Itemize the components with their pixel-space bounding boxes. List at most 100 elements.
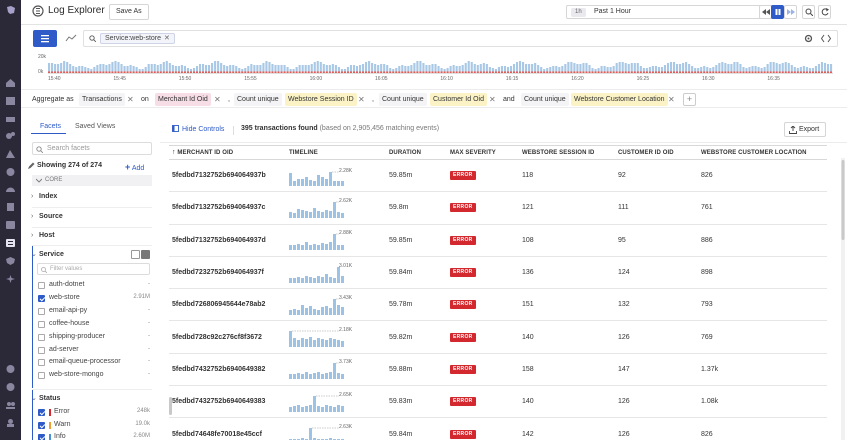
core-section-header[interactable]: CORE bbox=[32, 175, 152, 186]
synthetics-icon[interactable] bbox=[6, 203, 15, 211]
status-checkbox[interactable] bbox=[38, 421, 45, 429]
merchant-id-cell[interactable]: 5fedbd7232752b694064937f bbox=[169, 256, 286, 290]
measure-chip-2[interactable]: Customer Id Oid bbox=[430, 93, 487, 106]
search-facets-input[interactable]: Search facets bbox=[32, 142, 152, 155]
table-row[interactable]: 5fedbd7132752b694064937c 2.62K 59.8m ERROR 1… bbox=[169, 191, 827, 225]
logs-icon[interactable] bbox=[6, 239, 15, 247]
export-button[interactable]: Export bbox=[784, 122, 826, 137]
page-scrollbar[interactable] bbox=[841, 158, 845, 440]
col-timeline[interactable]: TIMELINE bbox=[286, 145, 386, 160]
add-facet-button[interactable]: + Add bbox=[125, 162, 145, 172]
facet-checkbox[interactable] bbox=[38, 294, 45, 302]
list-view-button[interactable] bbox=[33, 30, 57, 47]
facet-value-item[interactable]: coffee-house - bbox=[38, 320, 150, 331]
col-customer-id-oid[interactable]: CUSTOMER ID OID bbox=[615, 145, 698, 160]
remove-measure-3-icon[interactable]: ✕ bbox=[668, 95, 675, 104]
facet-group-service[interactable]: ⌄ Service bbox=[31, 251, 64, 258]
rum-icon[interactable] bbox=[6, 186, 15, 194]
facet-value-item[interactable]: ad-server - bbox=[38, 346, 150, 357]
remove-group-icon[interactable]: ✕ bbox=[214, 95, 221, 104]
pause-button[interactable] bbox=[771, 5, 784, 19]
facet-checkbox[interactable] bbox=[38, 372, 45, 380]
facet-checkbox[interactable] bbox=[38, 333, 45, 341]
merchant-id-cell[interactable]: 5fedbd7432752b6940649383 bbox=[169, 385, 286, 419]
refresh-button[interactable] bbox=[818, 5, 831, 19]
facet-group-index[interactable]: › Index bbox=[31, 193, 58, 200]
table-row[interactable]: 5fedbd7432752b694064938​2 3.73K 59.88m ERRO… bbox=[169, 353, 827, 387]
status-checkbox[interactable] bbox=[38, 409, 45, 416]
facet-group-source[interactable]: › Source bbox=[31, 213, 63, 220]
notebooks-icon[interactable] bbox=[6, 168, 15, 176]
facet-value-item[interactable]: email-api-py - bbox=[38, 307, 150, 318]
count-unique-3[interactable]: Count unique bbox=[521, 93, 569, 106]
datadog-logo-icon[interactable] bbox=[6, 5, 15, 14]
save-as-button[interactable]: Save As bbox=[109, 4, 149, 20]
merchant-id-cell[interactable]: 5fedbd728c92c276cf8f3672 bbox=[169, 320, 286, 354]
timeline-histogram[interactable]: 20k 0k 15:40 15:45 15:50 15:55 16:00 16:05 16:… bbox=[21, 54, 847, 88]
filter-values-input[interactable]: Filter values bbox=[37, 263, 150, 275]
time-range-selector[interactable]: 1h Past 1 Hour bbox=[566, 5, 776, 19]
measure-chip-1[interactable]: Webstore Session ID bbox=[285, 93, 357, 106]
facet-checkbox[interactable] bbox=[38, 320, 45, 328]
team-icon[interactable] bbox=[6, 401, 15, 409]
search-query-input[interactable]: Service:web-store ✕ bbox=[83, 30, 838, 47]
table-row[interactable]: 5fedbd7232752b694064937f 3.01K 59.84m ERROR… bbox=[169, 256, 827, 290]
facet-filter-icon[interactable] bbox=[131, 250, 140, 259]
home-icon[interactable] bbox=[6, 79, 15, 87]
merchant-id-cell[interactable]: 5fedbd74648fe70018e45ccf bbox=[169, 417, 286, 440]
facet-group-host[interactable]: › Host bbox=[31, 232, 55, 239]
facet-checkbox[interactable] bbox=[38, 307, 45, 315]
merchant-id-cell[interactable]: 5fedbd7132752b694064937c bbox=[169, 191, 286, 225]
hide-controls-button[interactable]: Hide Controls bbox=[172, 125, 224, 133]
merchant-id-cell[interactable]: 5fedbd7132752b694064937b bbox=[169, 159, 286, 193]
user-avatar-icon[interactable] bbox=[6, 419, 15, 427]
security-icon[interactable] bbox=[6, 221, 15, 229]
table-row[interactable]: 5fedbd74648fe70018e45ccf 2.63K 59.84m ERROR… bbox=[169, 417, 827, 440]
facet-checkbox[interactable] bbox=[38, 346, 45, 354]
facet-value-item[interactable]: shipping-producer - bbox=[38, 333, 150, 344]
status-checkbox[interactable] bbox=[38, 434, 45, 440]
timeseries-view-button[interactable] bbox=[61, 30, 81, 47]
remove-tag-icon[interactable]: ✕ bbox=[164, 35, 170, 42]
col-duration[interactable]: DURATION bbox=[386, 145, 447, 160]
facet-checkbox[interactable] bbox=[38, 359, 45, 367]
measure-chip-3[interactable]: Webstore Customer Location bbox=[571, 93, 668, 106]
integrations-icon[interactable] bbox=[6, 275, 15, 283]
apm-icon[interactable] bbox=[6, 150, 15, 158]
merchant-id-cell[interactable]: 5fedbd7132752b694064937d bbox=[169, 224, 286, 257]
aggregate-type[interactable]: Transactions bbox=[79, 93, 125, 106]
count-unique-2[interactable]: Count unique bbox=[379, 93, 427, 106]
table-row[interactable]: 5fedbd7132752b694064937b 2.28K 59.85m ERROR… bbox=[169, 159, 827, 193]
histogram-bars[interactable] bbox=[21, 55, 847, 77]
remove-measure-2-icon[interactable]: ✕ bbox=[489, 95, 496, 104]
facet-value-item[interactable]: auth-dotnet - bbox=[38, 281, 150, 292]
tab-facets[interactable]: Facets bbox=[40, 123, 62, 130]
gear-icon[interactable] bbox=[804, 34, 813, 45]
facet-collapse-icon[interactable] bbox=[141, 250, 150, 259]
search-button[interactable] bbox=[802, 5, 815, 19]
facet-value-item[interactable]: web-store-mongo - bbox=[38, 371, 150, 382]
merchant-id-cell[interactable]: 5fedbd726806945644e78ab2 bbox=[169, 288, 286, 322]
table-row[interactable]: 5fedbd728c92c276cf8f3672 2.18K 59.82m ERROR… bbox=[169, 320, 827, 354]
table-row[interactable]: 5fedbd7132752b694064937d 2.88K 59.85m ERROR… bbox=[169, 224, 827, 257]
facet-group-status[interactable]: ⌄ Status bbox=[31, 395, 61, 402]
group-by-chip[interactable]: Merchant Id Oid bbox=[155, 93, 211, 106]
tab-saved-views[interactable]: Saved Views bbox=[75, 123, 116, 130]
status-value-item[interactable]: Error 248k bbox=[38, 408, 150, 419]
dashboards-icon[interactable] bbox=[6, 97, 15, 105]
col-webstore-session-id[interactable]: WEBSTORE SESSION ID bbox=[519, 145, 615, 160]
col-webstore-customer-location[interactable]: WEBSTORE CUSTOMER LOCATION bbox=[698, 145, 827, 160]
table-row[interactable]: 5fedbd726806945644e78ab2 3.43K 59.78m ERROR… bbox=[169, 288, 827, 322]
col-max-severity[interactable]: MAX SEVERITY bbox=[447, 145, 519, 160]
merchant-id-cell[interactable]: 5fedbd7432752b694064938​2 bbox=[169, 353, 286, 387]
table-row[interactable]: 5fedbd7432752b6940649383 2.65K 59.83m ERROR… bbox=[169, 385, 827, 419]
status-value-item[interactable]: Warn 19.0k bbox=[38, 421, 150, 432]
shield-icon[interactable] bbox=[6, 257, 15, 265]
facet-checkbox[interactable] bbox=[38, 282, 45, 289]
status-value-item[interactable]: Info 2.60M bbox=[38, 433, 150, 440]
add-measure-button[interactable]: + bbox=[683, 93, 696, 106]
help-icon[interactable] bbox=[6, 383, 15, 391]
remove-type-icon[interactable]: ✕ bbox=[127, 95, 134, 104]
chat-icon[interactable] bbox=[6, 365, 15, 373]
fast-forward-button[interactable] bbox=[784, 5, 797, 19]
